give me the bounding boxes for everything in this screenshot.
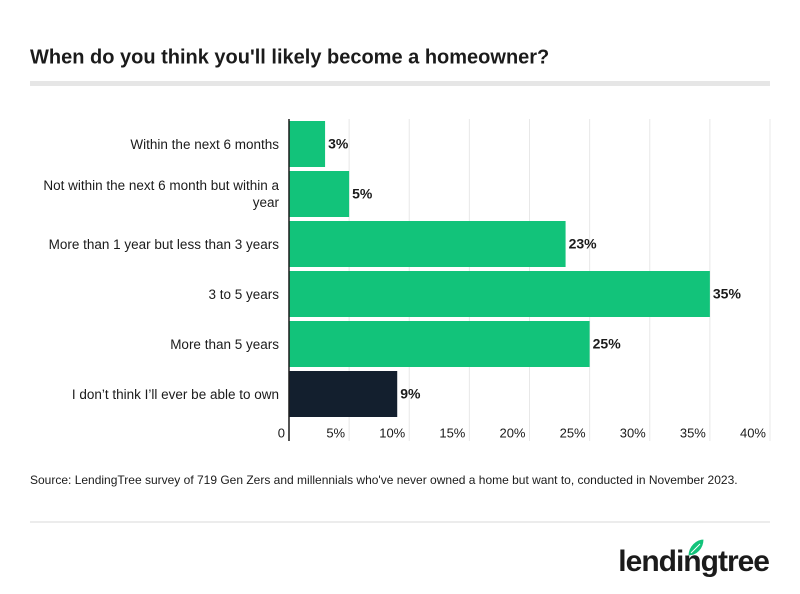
bar [289, 121, 326, 167]
category-label: More than 1 year but less than 3 years [48, 236, 279, 252]
x-tick-label: 15% [439, 425, 465, 440]
value-label: 35% [713, 286, 742, 302]
bar [289, 171, 350, 217]
x-tick-label: 0 [278, 425, 285, 440]
logo: lendingtree [618, 545, 769, 578]
x-tick-label: 10% [379, 425, 405, 440]
bar [289, 271, 710, 317]
category-label: Not within the next 6 month but within a… [43, 178, 279, 210]
category-label: 3 to 5 years [208, 286, 279, 302]
logo-leaf [687, 538, 705, 557]
bar [289, 371, 398, 417]
value-label: 25% [593, 336, 622, 352]
bar [289, 221, 566, 267]
x-tick-label: 30% [620, 425, 646, 440]
title-rule [30, 81, 770, 86]
value-label: 23% [569, 236, 598, 252]
x-tick-label: 40% [740, 425, 766, 440]
value-label: 5% [352, 186, 373, 202]
category-label: More than 5 years [170, 336, 279, 352]
x-tick-label: 35% [680, 425, 706, 440]
category-label: I don’t think I’ll ever be able to own [71, 386, 279, 402]
value-label: 9% [400, 386, 421, 402]
value-label: 3% [328, 136, 349, 152]
bar [289, 321, 590, 367]
category-label: Within the next 6 months [130, 136, 279, 152]
x-tick-label: 25% [560, 425, 586, 440]
x-tick-label: 20% [499, 425, 525, 440]
x-tick-label: 5% [326, 425, 345, 440]
chart-title: When do you think you'll likely become a… [30, 46, 549, 68]
source-note: Source: LendingTree survey of 719 Gen Ze… [30, 473, 738, 487]
